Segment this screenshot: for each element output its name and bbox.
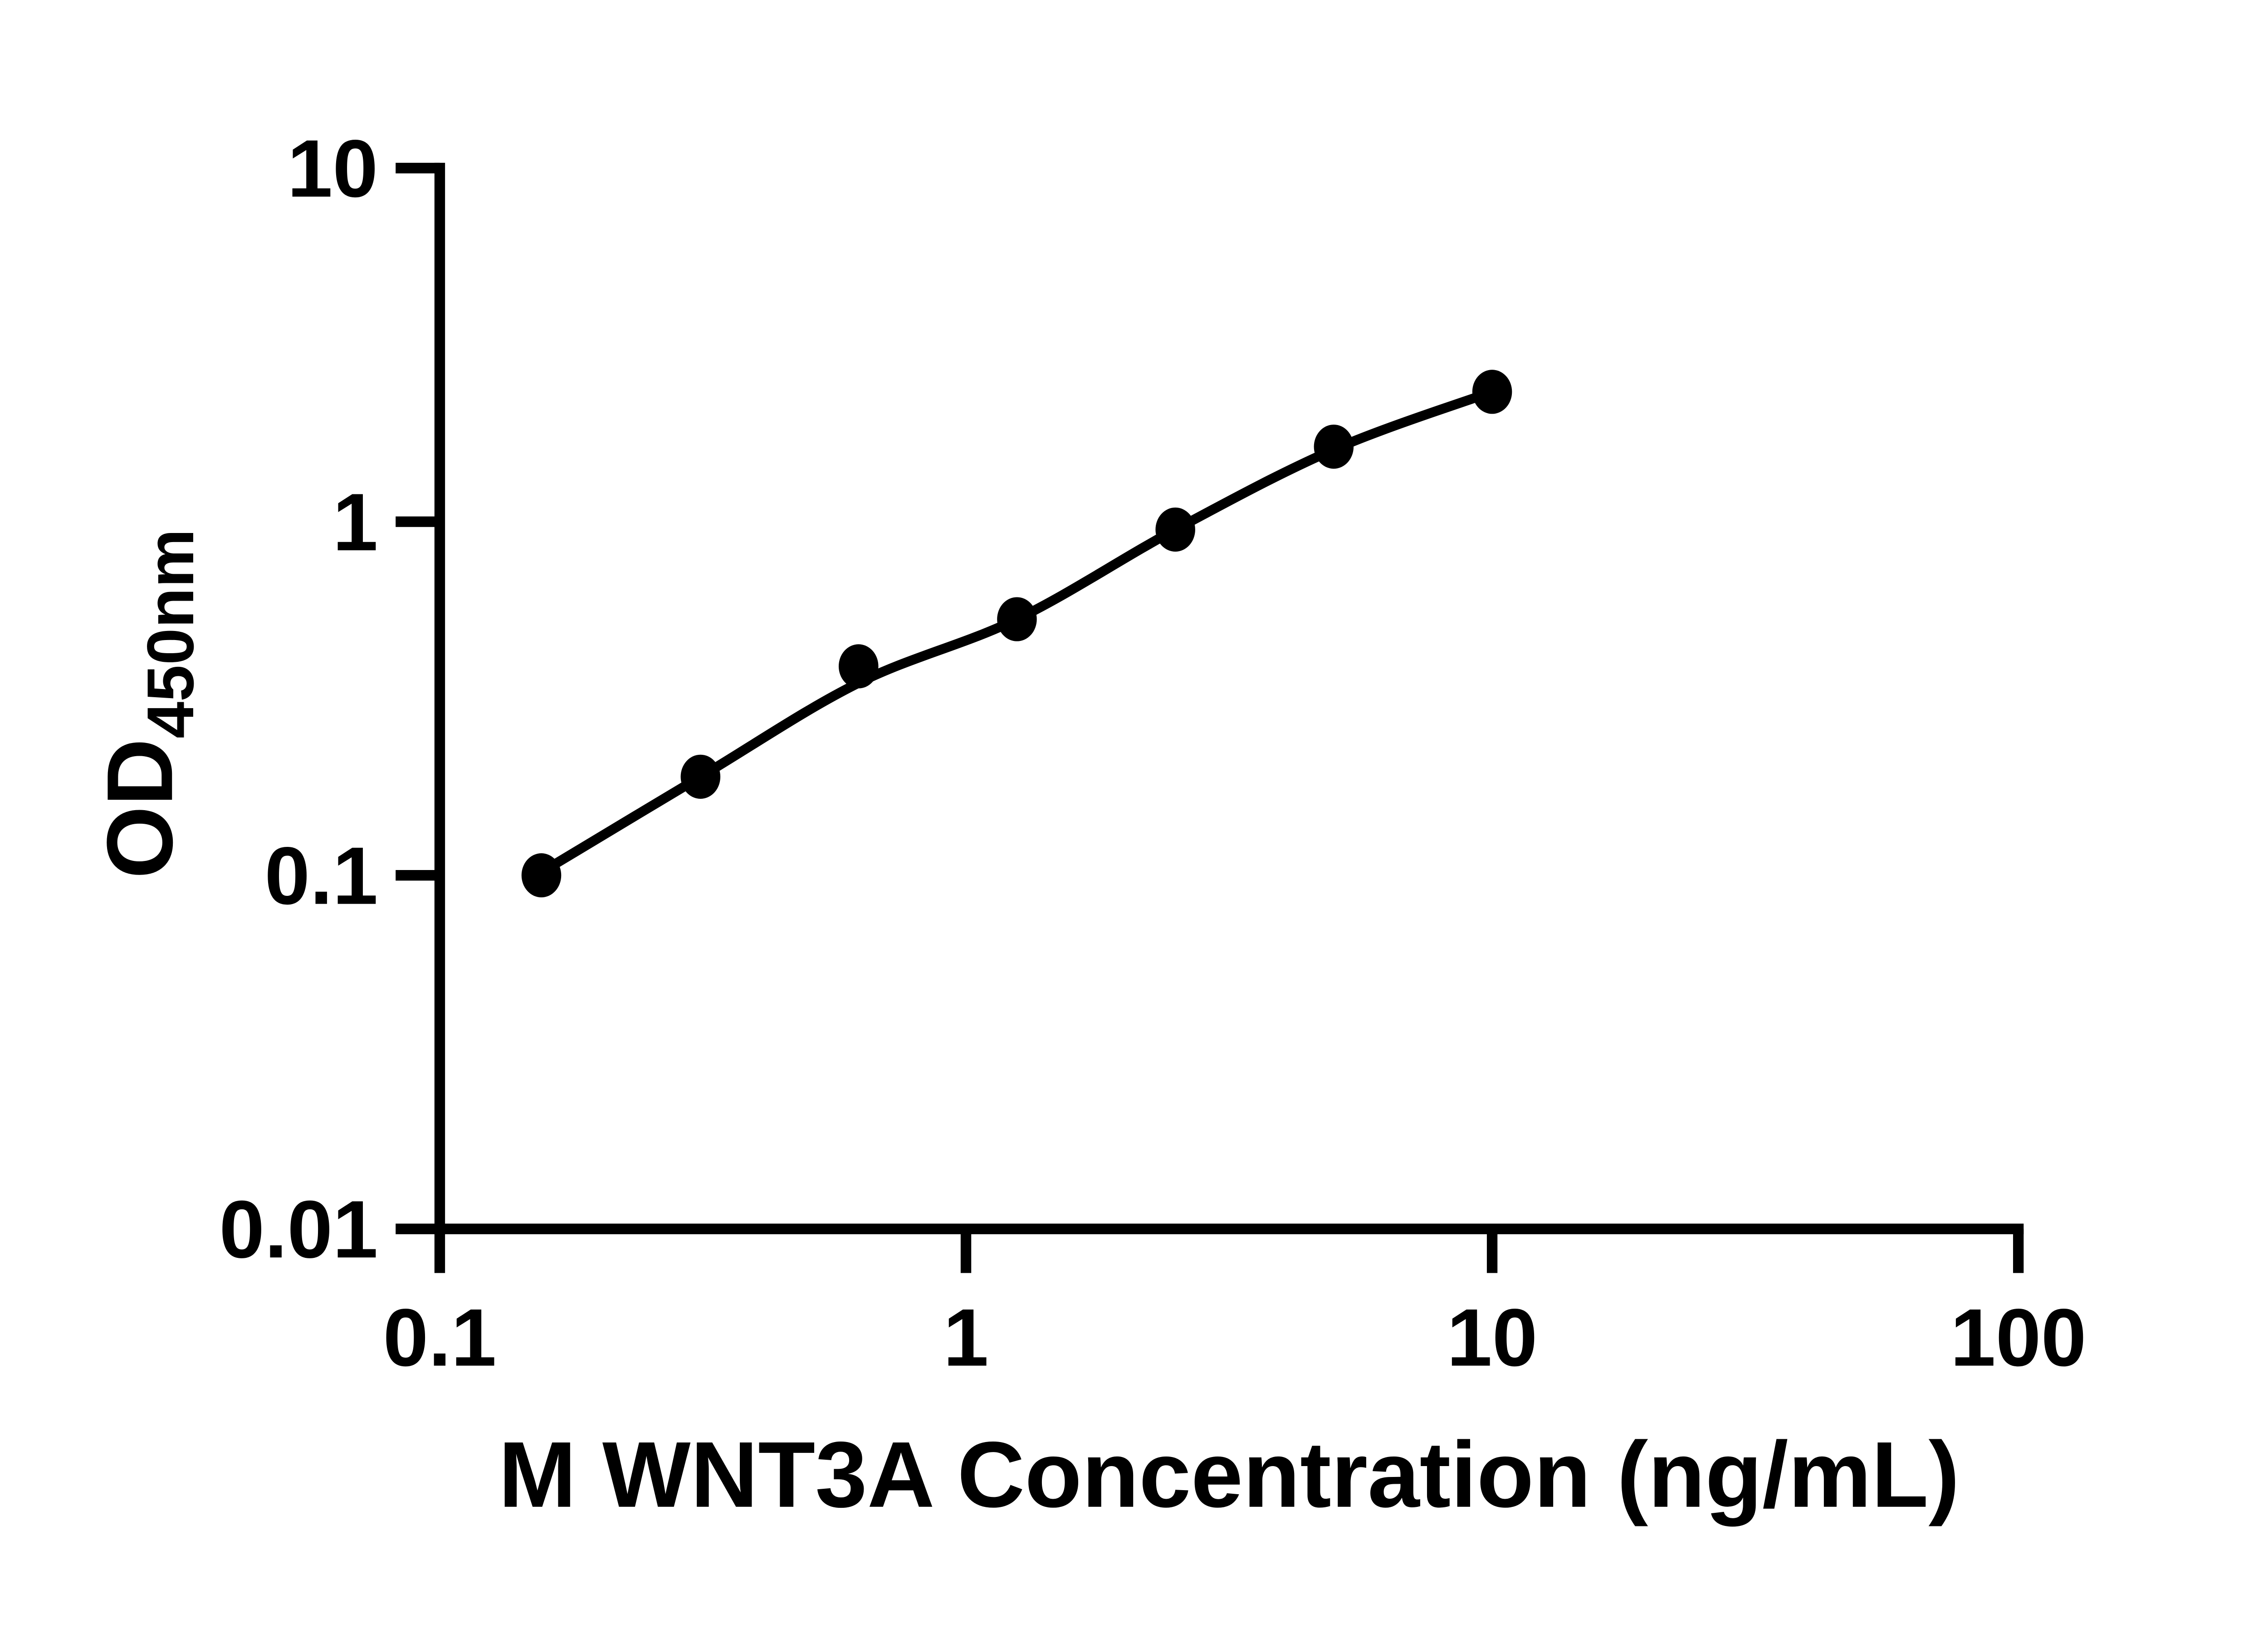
data-point: [1472, 370, 1512, 414]
data-point: [680, 754, 721, 799]
data-point: [1155, 507, 1195, 552]
x-tick-label: 0.1: [383, 1292, 496, 1384]
y-axis-title: OD450nm: [87, 529, 207, 879]
x-axis-title: M WNT3A Concentration (ng/mL): [499, 1422, 1960, 1527]
data-point: [997, 597, 1037, 641]
y-tick-label: 0.01: [219, 1184, 378, 1275]
y-tick-label: 1: [332, 477, 378, 568]
data-point: [838, 644, 879, 689]
data-point: [1314, 425, 1354, 469]
x-tick-label: 1: [943, 1292, 988, 1384]
y-axis-title-main: OD: [87, 738, 192, 879]
data-point: [521, 853, 562, 898]
x-tick-label: 100: [1950, 1292, 2087, 1384]
y-axis-title-subscript: 450nm: [133, 529, 207, 738]
x-tick-label: 10: [1447, 1292, 1538, 1384]
y-tick-label: 0.1: [264, 831, 378, 922]
y-tick-label: 10: [287, 123, 378, 215]
